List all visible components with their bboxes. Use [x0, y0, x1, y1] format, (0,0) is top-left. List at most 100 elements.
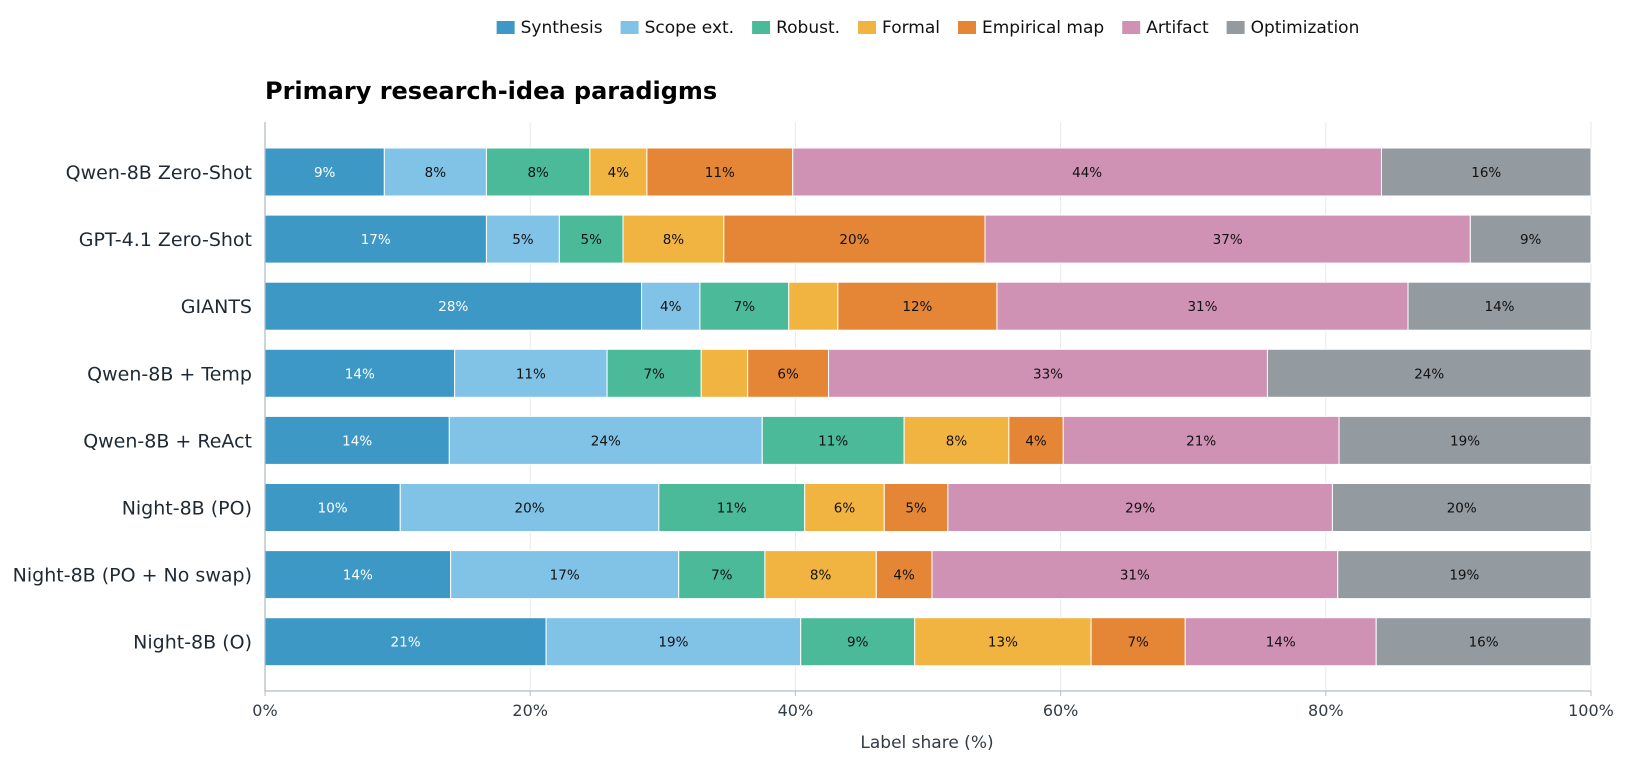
bar-value-label: 24%: [1414, 366, 1444, 382]
legend-item: Optimization: [1226, 18, 1360, 38]
bar-value-label: 16%: [1469, 635, 1499, 651]
bar-segment: [761, 415, 905, 465]
x-axis-label: Label share (%): [860, 733, 993, 753]
bar-value-label: 9%: [1520, 232, 1542, 248]
bar-value-label: 37%: [1213, 232, 1243, 248]
bar-value-label: 8%: [946, 433, 968, 449]
bar-segment: [699, 281, 790, 331]
bar-segment: [1380, 147, 1592, 197]
bar-value-label: 19%: [1449, 568, 1479, 584]
bar-value-label: 5%: [905, 501, 927, 517]
bar-value-label: 31%: [1187, 299, 1217, 315]
bar-value-label: 8%: [663, 232, 685, 248]
bar-segment: [383, 147, 487, 197]
legend-label: Empirical map: [982, 18, 1104, 38]
x-tick-label: 40%: [778, 701, 814, 720]
bar-value-label: 20%: [839, 232, 869, 248]
bar-segment: [678, 550, 766, 600]
bar-row: 14% 17% 7% 8% 4% 31% 19%: [264, 550, 1592, 600]
category-label: Night-8B (PO + No swap): [13, 565, 252, 587]
legend-item: Synthesis: [496, 18, 603, 38]
bar-segment: [914, 617, 1092, 667]
legend-item: Robust.: [752, 18, 840, 38]
legend-label: Optimization: [1251, 18, 1360, 38]
bar-segment: [1331, 483, 1592, 532]
bar-value-label: 7%: [711, 568, 733, 584]
bar-row: 21% 19% 9% 13% 7% 14% 16%: [264, 617, 1592, 667]
legend-swatch: [858, 21, 877, 34]
legend-swatch: [1122, 21, 1141, 34]
chart-title: Primary research-idea paradigms: [265, 77, 717, 105]
bar-value-label: 7%: [643, 366, 665, 382]
bar-value-label: 13%: [988, 635, 1018, 651]
bar-value-label: 4%: [608, 165, 630, 181]
x-tick-label: 0%: [252, 701, 277, 720]
bar-row: 9% 8% 8% 4% 11% 44% 16%: [264, 147, 1592, 197]
category-label: GIANTS: [181, 296, 252, 318]
bar-value-label: 8%: [527, 165, 549, 181]
bar-value-label: 10%: [318, 501, 348, 517]
bar-value-label: 5%: [512, 232, 534, 248]
legend-item: Formal: [858, 18, 940, 38]
bar-value-label: 6%: [834, 501, 856, 517]
bar-segment: [622, 214, 725, 264]
bar-value-label: 21%: [391, 635, 421, 651]
bar-segment: [1338, 415, 1592, 465]
bar-value-label: 20%: [515, 501, 545, 517]
category-label: Qwen-8B + ReAct: [83, 430, 252, 452]
axes: [264, 122, 1591, 692]
bar-segment: [545, 617, 802, 667]
bar-segment: [883, 483, 949, 532]
x-tick-label: 80%: [1308, 701, 1344, 720]
bar-segment: [700, 348, 749, 398]
gridlines: [529, 122, 1592, 691]
bar-segment: [450, 550, 680, 600]
bar-segment: [264, 617, 547, 667]
bar-segment: [1090, 617, 1186, 667]
legend-label: Formal: [882, 18, 940, 38]
bar-value-label: 16%: [1471, 165, 1501, 181]
bar-segment: [764, 550, 877, 600]
bar-segment: [1407, 281, 1592, 331]
legend-label: Synthesis: [521, 18, 603, 38]
bar-segment: [1266, 348, 1592, 398]
category-labels: Qwen-8B Zero-Shot GPT-4.1 Zero-Shot GIANTS…: [13, 162, 252, 654]
bar-segment: [399, 483, 660, 532]
legend-swatch: [620, 21, 639, 34]
bar-row: 14% 24% 11% 8% 4% 21% 19%: [264, 415, 1592, 465]
bar-value-label: 8%: [425, 165, 447, 181]
bar-value-label: 7%: [734, 299, 756, 315]
bar-value-label: 9%: [314, 165, 336, 181]
bar-value-label: 19%: [658, 635, 688, 651]
category-label: Qwen-8B + Temp: [87, 363, 252, 385]
bar-value-label: 11%: [818, 433, 848, 449]
legend-item: Artifact: [1122, 18, 1209, 38]
bar-value-label: 19%: [1450, 433, 1480, 449]
bar-value-label: 11%: [717, 501, 747, 517]
bar-segment: [903, 415, 1010, 465]
x-tick-label: 60%: [1043, 701, 1079, 720]
bar-segment: [1375, 617, 1592, 667]
legend-item: Scope ext.: [620, 18, 734, 38]
bar-segment: [641, 281, 701, 331]
bar-row: 28% 4% 7% 12% 31% 14%: [264, 281, 1592, 331]
bar-segment: [264, 415, 450, 465]
bar-segment: [1062, 415, 1340, 465]
bar-value-label: 4%: [1025, 433, 1047, 449]
bar-value-label: 21%: [1186, 433, 1216, 449]
legend-swatch: [752, 21, 771, 34]
bar-value-label: 14%: [1484, 299, 1514, 315]
bar-value-label: 17%: [361, 232, 391, 248]
category-label: Qwen-8B Zero-Shot: [66, 162, 252, 184]
bar-segment: [264, 281, 643, 331]
legend-label: Scope ext.: [645, 18, 734, 38]
bar-segment: [788, 281, 839, 331]
bar-row: 14% 11% 7% 6% 33% 24%: [264, 348, 1592, 398]
bar-value-label: 7%: [1127, 635, 1149, 651]
bar-segment: [947, 483, 1333, 532]
legend-swatch: [496, 21, 515, 34]
bar-value-label: 14%: [1266, 635, 1296, 651]
bar-value-label: 14%: [342, 433, 372, 449]
bar-segment: [996, 281, 1409, 331]
bar-value-label: 12%: [902, 299, 932, 315]
